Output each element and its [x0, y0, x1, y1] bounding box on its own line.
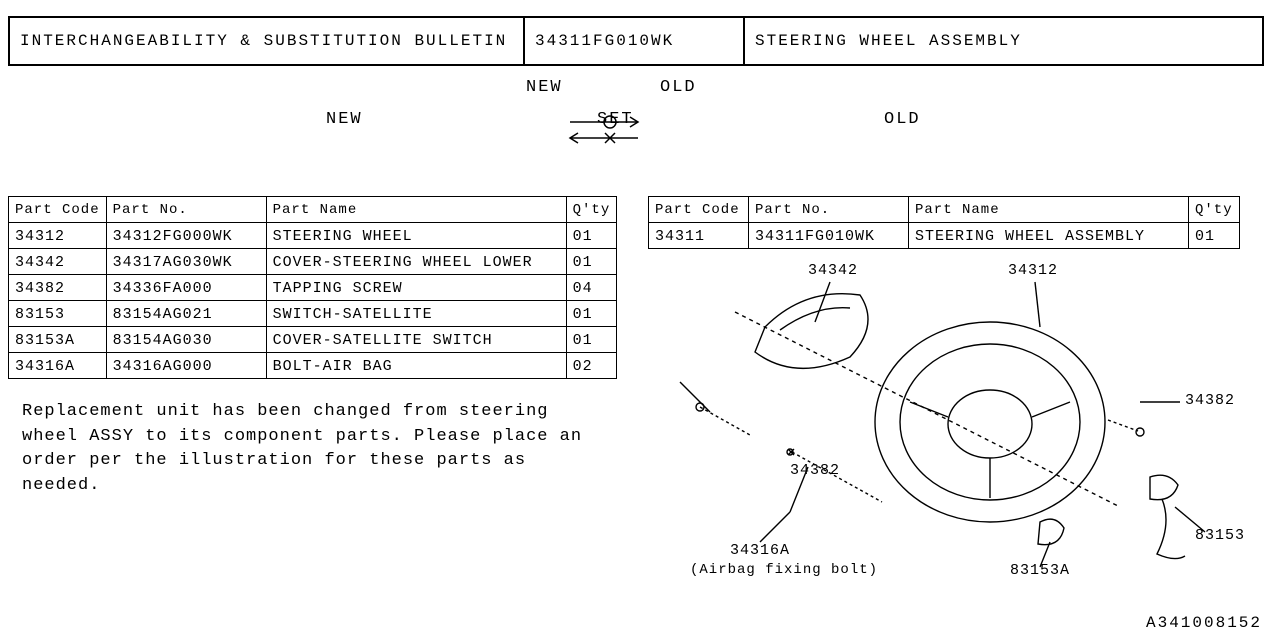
cell: 34316A [9, 353, 107, 379]
new-parts-table: Part Code Part No. Part Name Q'ty 343123… [8, 196, 617, 379]
col-part-code: Part Code [649, 197, 749, 223]
cell: 34311FG010WK [749, 223, 909, 249]
label-new-top: NEW [526, 78, 563, 97]
cell: COVER-STEERING WHEEL LOWER [266, 249, 566, 275]
header-code: 34311FG010WK [524, 17, 744, 65]
cell: 01 [566, 223, 617, 249]
cell: 34316AG000 [106, 353, 266, 379]
header-assembly: STEERING WHEEL ASSEMBLY [744, 17, 1263, 65]
col-part-name: Part Name [266, 197, 566, 223]
table-header-row: Part Code Part No. Part Name Q'ty [649, 197, 1240, 223]
cell: 34336FA000 [106, 275, 266, 301]
callout-34342: 34342 [808, 262, 858, 279]
heading-old: OLD [884, 110, 921, 129]
cell: 34342 [9, 249, 107, 275]
cell: 04 [566, 275, 617, 301]
col-part-name: Part Name [909, 197, 1189, 223]
label-old-top: OLD [660, 78, 697, 97]
cell: 01 [1189, 223, 1240, 249]
col-part-no: Part No. [749, 197, 909, 223]
table-row: 3431234312FG000WKSTEERING WHEEL01 [9, 223, 617, 249]
callout-83153: 83153 [1195, 527, 1245, 544]
cell: COVER-SATELLITE SWITCH [266, 327, 566, 353]
cell: 83154AG021 [106, 301, 266, 327]
replacement-note: Replacement unit has been changed from s… [22, 400, 592, 499]
callout-34382a: 34382 [790, 462, 840, 479]
cell: 34312FG000WK [106, 223, 266, 249]
steering-wheel-illustration-icon [640, 252, 1260, 592]
cell: STEERING WHEEL ASSEMBLY [909, 223, 1189, 249]
table-row: 3438234336FA000TAPPING SCREW04 [9, 275, 617, 301]
cell: 34317AG030WK [106, 249, 266, 275]
cell: 34312 [9, 223, 107, 249]
table-row: 34316A34316AG000BOLT-AIR BAG02 [9, 353, 617, 379]
bulletin-header: INTERCHANGEABILITY & SUBSTITUTION BULLET… [8, 16, 1264, 66]
callout-34312: 34312 [1008, 262, 1058, 279]
cell: 01 [566, 327, 617, 353]
col-part-code: Part Code [9, 197, 107, 223]
table-row: 3434234317AG030WKCOVER-STEERING WHEEL LO… [9, 249, 617, 275]
cell: 01 [566, 249, 617, 275]
cell: BOLT-AIR BAG [266, 353, 566, 379]
callout-83153A: 83153A [1010, 562, 1070, 579]
heading-new: NEW [326, 110, 363, 129]
cell: 83153 [9, 301, 107, 327]
header-title: INTERCHANGEABILITY & SUBSTITUTION BULLET… [9, 17, 524, 65]
new-old-arrows-icon [520, 114, 650, 150]
callout-34382: 34382 [1185, 392, 1235, 409]
exploded-diagram: 34342 34312 34382 34382 83153 83153A 343… [640, 252, 1260, 592]
cell: TAPPING SCREW [266, 275, 566, 301]
cell: 34382 [9, 275, 107, 301]
col-part-no: Part No. [106, 197, 266, 223]
table-row: 3431134311FG010WKSTEERING WHEEL ASSEMBLY… [649, 223, 1240, 249]
cell: 34311 [649, 223, 749, 249]
cell: 02 [566, 353, 617, 379]
col-qty: Q'ty [1189, 197, 1240, 223]
cell: 83154AG030 [106, 327, 266, 353]
cell: STEERING WHEEL [266, 223, 566, 249]
document-id: A341008152 [1146, 614, 1262, 632]
col-qty: Q'ty [566, 197, 617, 223]
callout-34316A: 34316A [730, 542, 790, 559]
table-header-row: Part Code Part No. Part Name Q'ty [9, 197, 617, 223]
callout-34316A-sub: (Airbag fixing bolt) [690, 562, 878, 578]
cell: 01 [566, 301, 617, 327]
cell: SWITCH-SATELLITE [266, 301, 566, 327]
table-row: 8315383154AG021SWITCH-SATELLITE01 [9, 301, 617, 327]
table-row: 83153A83154AG030COVER-SATELLITE SWITCH01 [9, 327, 617, 353]
old-parts-table: Part Code Part No. Part Name Q'ty 343113… [648, 196, 1240, 249]
cell: 83153A [9, 327, 107, 353]
